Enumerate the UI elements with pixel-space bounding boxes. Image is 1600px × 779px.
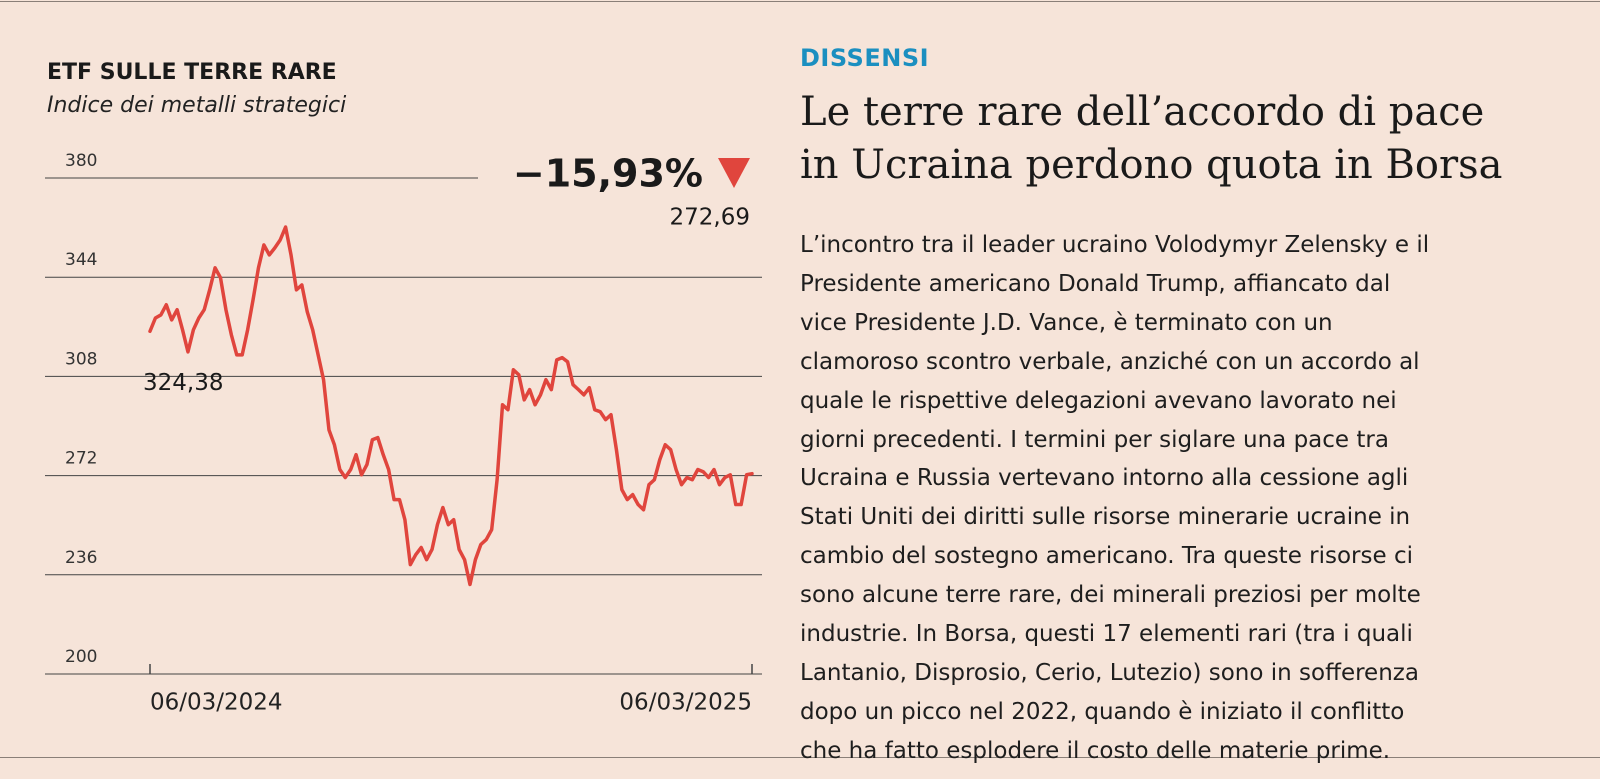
body-line: Presidente americano Donald Trump, affia… xyxy=(800,270,1391,297)
headline: Le terre rare dell’accordo di pace in Ucr… xyxy=(800,86,1502,192)
x-tick-label: 06/03/2025 xyxy=(619,690,752,716)
body-line: cambio del sostegno americano. Tra quest… xyxy=(800,543,1413,570)
change-label: −15,93% xyxy=(513,152,703,196)
article-body: L’incontro tra il leader ucraino Volodym… xyxy=(800,226,1429,771)
body-line: quale le rispettive delegazioni avevano … xyxy=(800,387,1397,414)
body-line: che ha fatto esplodere il costo delle ma… xyxy=(800,737,1391,764)
headline-line: Le terre rare dell’accordo di pace xyxy=(800,89,1485,135)
top-rule xyxy=(0,1,1600,2)
body-line: vice Presidente J.D. Vance, è terminato … xyxy=(800,309,1333,336)
y-tick-label: 236 xyxy=(65,548,97,568)
down-arrow xyxy=(718,158,750,188)
body-line: industrie. In Borsa, questi 17 elementi … xyxy=(800,621,1413,648)
y-tick-label: 308 xyxy=(65,349,97,369)
body-line: Lantanio, Disprosio, Cerio, Lutezio) son… xyxy=(800,659,1419,686)
kicker: DISSENSI xyxy=(800,44,930,72)
headline-line: in Ucraina perdono quota in Borsa xyxy=(800,142,1503,188)
price-line xyxy=(148,225,754,587)
y-tick-label: 272 xyxy=(65,449,97,469)
body-line: clamoroso scontro verbale, anziché con u… xyxy=(800,348,1420,375)
value-label: 272,69 xyxy=(670,205,750,231)
value-label: 324,38 xyxy=(143,370,223,396)
body-line: giorni precedenti. I termini per siglare… xyxy=(800,426,1389,453)
y-tick-label: 200 xyxy=(65,647,97,667)
body-line: sono alcune terre rare, dei minerali pre… xyxy=(800,582,1421,609)
body-line: L’incontro tra il leader ucraino Volodym… xyxy=(800,232,1430,258)
chart-title: ETF SULLE TERRE RARE xyxy=(47,60,337,85)
chart: ETF SULLE TERRE RARE Indice dei metalli … xyxy=(45,60,762,716)
y-tick-label: 344 xyxy=(65,250,97,270)
body-line: dopo un picco nel 2022, quando è iniziat… xyxy=(800,698,1405,725)
x-tick-label: 06/03/2024 xyxy=(150,690,283,716)
body-line: Ucraina e Russia vertevano intorno alla … xyxy=(800,465,1409,492)
body-line: Stati Uniti dei diritti sulle risorse mi… xyxy=(800,504,1411,531)
bottom-rule xyxy=(0,757,1600,758)
chart-subtitle: Indice dei metalli strategici xyxy=(47,93,346,118)
y-tick-label: 380 xyxy=(65,151,97,171)
